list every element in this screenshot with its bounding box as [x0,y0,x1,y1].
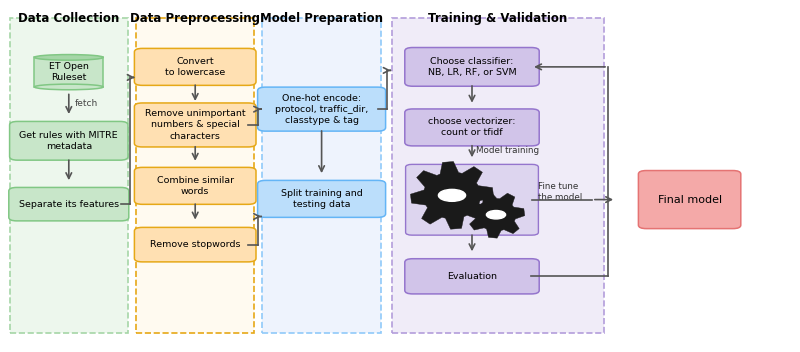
FancyBboxPatch shape [134,48,256,85]
Text: Convert
to lowercase: Convert to lowercase [165,57,226,77]
FancyBboxPatch shape [405,48,539,86]
Text: Model training: Model training [476,146,539,155]
Text: Split training and
testing data: Split training and testing data [281,189,362,209]
Text: Training & Validation: Training & Validation [428,12,567,25]
FancyBboxPatch shape [10,121,128,160]
Text: Evaluation: Evaluation [447,272,497,281]
FancyBboxPatch shape [405,109,539,146]
FancyBboxPatch shape [136,18,254,333]
FancyBboxPatch shape [134,168,256,204]
Circle shape [438,189,466,201]
Text: One-hot encode:
protocol, traffic_dir,
classtype & tag: One-hot encode: protocol, traffic_dir, c… [275,94,368,125]
Polygon shape [468,192,525,238]
Text: Choose classifier:
NB, LR, RF, or SVM: Choose classifier: NB, LR, RF, or SVM [428,57,516,77]
Polygon shape [34,57,103,87]
Circle shape [486,210,506,219]
FancyBboxPatch shape [392,18,604,333]
Text: Combine similar
words: Combine similar words [157,176,234,196]
Text: Fine tune
the model: Fine tune the model [538,182,582,202]
Polygon shape [410,162,494,229]
Text: Final model: Final model [658,195,722,205]
Text: ET Open
Ruleset: ET Open Ruleset [49,62,89,82]
Text: Remove stopwords: Remove stopwords [150,240,241,249]
Text: Data Collection: Data Collection [18,12,119,25]
Ellipse shape [34,84,103,90]
FancyBboxPatch shape [134,227,256,262]
FancyBboxPatch shape [9,187,129,221]
Text: Remove unimportant
numbers & special
characters: Remove unimportant numbers & special cha… [145,109,246,140]
FancyBboxPatch shape [638,171,741,229]
FancyBboxPatch shape [10,18,128,333]
FancyBboxPatch shape [406,164,538,235]
FancyBboxPatch shape [258,180,386,217]
Text: choose vectorizer:
count or tfidf: choose vectorizer: count or tfidf [428,117,516,138]
FancyBboxPatch shape [405,259,539,294]
Text: Model Preparation: Model Preparation [260,12,383,25]
Text: Data Preprocessing: Data Preprocessing [130,12,260,25]
Ellipse shape [34,55,103,60]
FancyBboxPatch shape [262,18,381,333]
Text: Get rules with MITRE
metadata: Get rules with MITRE metadata [19,131,118,151]
Text: fetch: fetch [75,99,98,108]
FancyBboxPatch shape [134,103,256,147]
FancyBboxPatch shape [258,87,386,131]
Text: Separate its features: Separate its features [18,200,119,209]
